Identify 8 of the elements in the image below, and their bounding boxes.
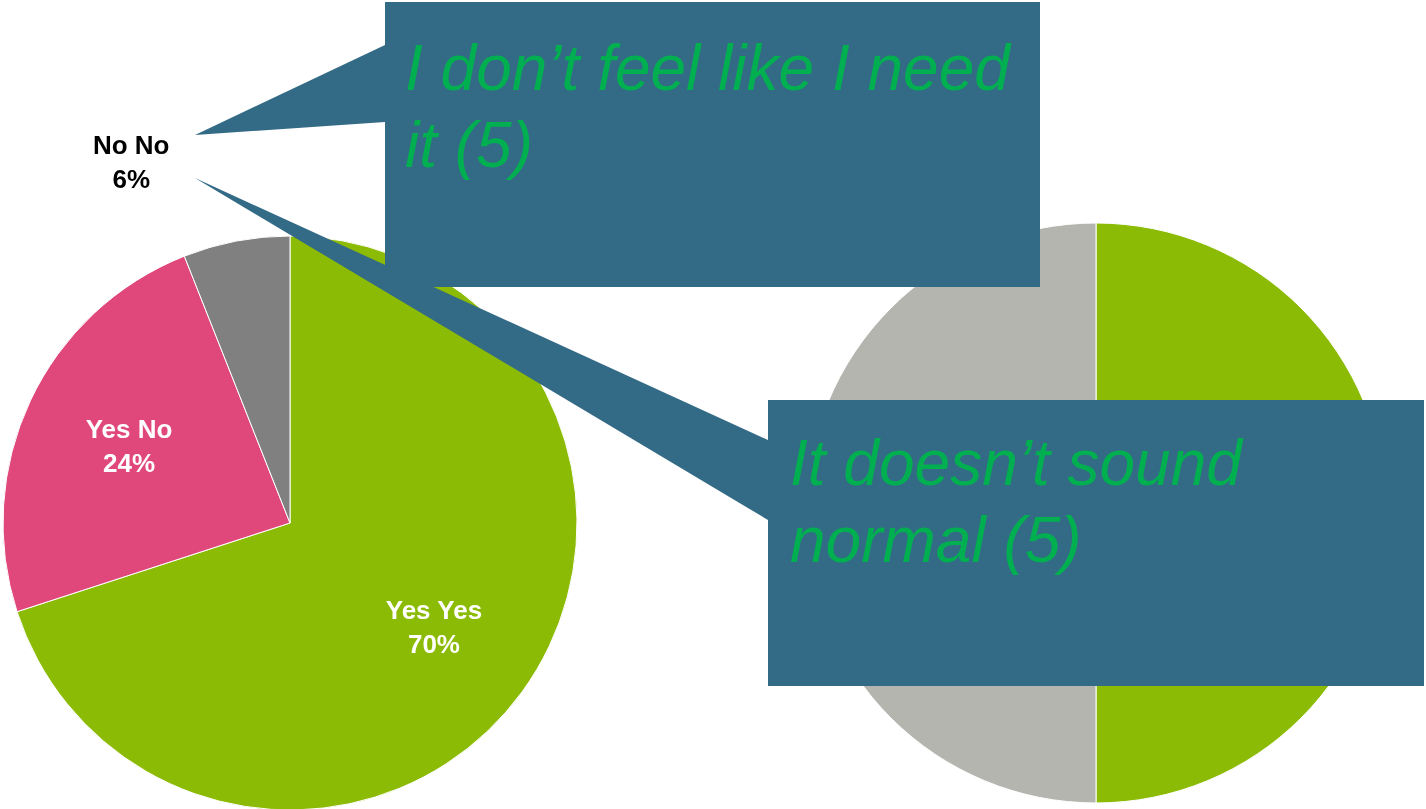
- data-label: 24%: [102, 448, 156, 479]
- slice-label: Yes No: [85, 414, 173, 445]
- text: It doesn’t sound normal (5): [790, 426, 1245, 578]
- data-label: 6%: [112, 163, 151, 194]
- slice-label: No No: [92, 129, 170, 160]
- slice-label: Yes Yes: [385, 594, 483, 625]
- data-label: 70%: [407, 628, 460, 659]
- text: I don’t feel like I need it (5): [405, 31, 1013, 183]
